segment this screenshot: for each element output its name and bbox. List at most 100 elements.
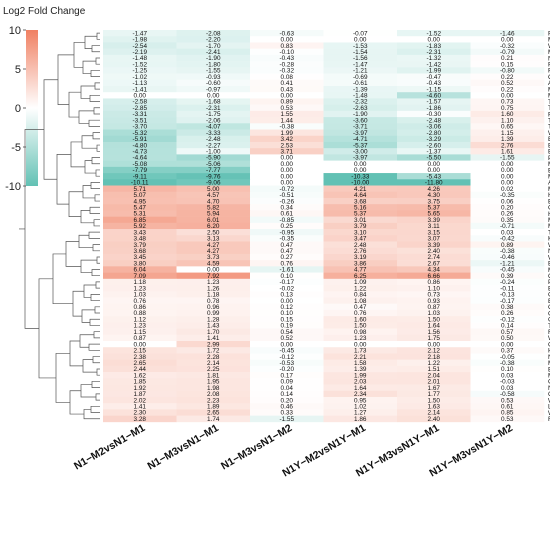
cell-value-label: -1.86 xyxy=(426,105,441,112)
heatmap-cell xyxy=(103,67,177,74)
row-label: TOE3-2 xyxy=(548,229,550,236)
cell-value-label: 0.03 xyxy=(501,372,514,379)
heatmap-cell xyxy=(323,210,398,217)
heatmap-cell xyxy=(323,154,398,161)
cell-value-label: 4.57 xyxy=(207,192,220,199)
cell-value-label: 1.51 xyxy=(428,366,441,373)
cell-value-label: -0.46 xyxy=(500,254,515,261)
cell-value-label: -10.11 xyxy=(131,180,149,187)
cell-value-label: 1.43 xyxy=(207,323,220,330)
cell-value-label: -1.32 xyxy=(426,55,441,62)
cell-value-label: -2.27 xyxy=(206,142,221,149)
heatmap-cell xyxy=(250,166,324,174)
cell-value-label: 0.00 xyxy=(281,93,294,100)
heatmap-cell xyxy=(323,396,398,404)
heatmap-cell xyxy=(397,334,471,342)
cell-value-label: 1.23 xyxy=(134,285,147,292)
cell-value-label: 1.81 xyxy=(207,372,220,379)
cell-value-label: 0.37 xyxy=(501,348,514,355)
heatmap-cell xyxy=(176,104,251,112)
row-label: RAP2-3 xyxy=(548,416,550,423)
heatmap-cell xyxy=(250,303,324,311)
cell-value-label: 1.09 xyxy=(354,279,367,286)
heatmap-cell xyxy=(397,309,471,317)
cell-value-label: 5.37 xyxy=(354,211,367,218)
heatmap-cell xyxy=(176,415,251,423)
cell-value-label: 1.70 xyxy=(207,329,220,336)
heatmap-cell xyxy=(103,253,177,261)
cell-value-label: 0.22 xyxy=(501,86,514,93)
heatmap-cell xyxy=(250,36,324,43)
heatmap-cell xyxy=(470,123,545,130)
heatmap-cell xyxy=(176,359,251,367)
row-label: GBF-1 xyxy=(548,310,550,317)
heatmap-cell xyxy=(103,384,177,392)
row-label: RRS1 xyxy=(548,111,550,118)
cell-value-label: 0.10 xyxy=(501,366,514,373)
cell-value-label: 0.41 xyxy=(281,80,294,87)
heatmap-cell xyxy=(250,341,324,348)
heatmap-cell xyxy=(103,117,177,124)
cell-value-label: -0.43 xyxy=(426,80,441,87)
cell-value-label: 4.26 xyxy=(428,186,441,193)
cell-value-label: 0.06 xyxy=(501,198,514,205)
cell-value-label: -0.12 xyxy=(500,316,515,323)
cell-value-label: 2.30 xyxy=(134,410,147,417)
heatmap-cell xyxy=(470,61,545,68)
cell-value-label: 2.65 xyxy=(207,410,220,417)
cell-value-label: 3.39 xyxy=(428,242,441,249)
cell-value-label: -5.43 xyxy=(426,173,441,180)
cell-value-label: -0.10 xyxy=(279,49,294,56)
cell-value-label: -3.33 xyxy=(206,130,221,137)
heatmap-cell xyxy=(176,135,251,143)
cell-value-label: 0.10 xyxy=(281,273,294,280)
heatmap-cell xyxy=(323,179,398,186)
heatmap-cell xyxy=(250,160,324,168)
heatmap-cell xyxy=(470,303,545,311)
row-label: NF-YA-7-like xyxy=(548,55,550,62)
heatmap-cell xyxy=(470,210,545,217)
heatmap-cell xyxy=(250,334,324,342)
cell-value-label: -0.58 xyxy=(500,391,515,398)
heatmap-cell xyxy=(103,266,177,273)
cell-value-label: 0.03 xyxy=(501,229,514,236)
row-label: CMB1-1 xyxy=(548,273,550,280)
cell-value-label: -4.07 xyxy=(206,124,221,131)
heatmap-cell xyxy=(323,61,398,68)
cell-value-label: -0.17 xyxy=(279,279,294,286)
cell-value-label: 3.79 xyxy=(134,242,147,249)
cell-value-label: 0.61 xyxy=(501,404,514,411)
heatmap-cell xyxy=(103,129,177,137)
heatmap-cell xyxy=(397,260,471,267)
cell-value-label: 1.63 xyxy=(428,404,441,411)
cell-value-label: 0.00 xyxy=(501,37,514,44)
heatmap-cell xyxy=(323,129,398,137)
heatmap-cell xyxy=(103,185,177,193)
cell-value-label: -3.31 xyxy=(132,111,147,118)
cell-value-label: 3.80 xyxy=(134,260,147,267)
cell-value-label: -1.46 xyxy=(500,30,515,37)
cell-value-label: 1.18 xyxy=(134,279,147,286)
cell-value-label: 1.23 xyxy=(207,279,220,286)
cell-value-label: 1.02 xyxy=(354,404,367,411)
heatmap-cell xyxy=(470,216,545,224)
heatmap-cell xyxy=(176,272,251,280)
heatmap-cell xyxy=(397,73,471,81)
cell-value-label: 2.40 xyxy=(428,416,441,423)
heatmap-cell xyxy=(323,328,398,336)
row-label: TCP21-1 xyxy=(548,118,550,125)
heatmap-cell xyxy=(397,253,471,261)
cell-value-label: -9.76 xyxy=(206,173,221,180)
heatmap-cell xyxy=(470,110,545,118)
heatmap-cell xyxy=(103,222,177,230)
cell-value-label: 0.15 xyxy=(281,316,294,323)
cell-value-label: 1.99 xyxy=(281,130,294,137)
cell-value-label: -0.17 xyxy=(500,298,515,305)
cell-value-label: -1.39 xyxy=(353,86,368,93)
row-label: CMB1-2 xyxy=(548,74,550,81)
cell-value-label: 1.62 xyxy=(134,372,147,379)
heatmap-cell xyxy=(397,129,471,137)
heatmap-cell xyxy=(470,54,545,62)
heatmap-cell xyxy=(323,272,398,280)
heatmap-cell xyxy=(323,73,398,81)
